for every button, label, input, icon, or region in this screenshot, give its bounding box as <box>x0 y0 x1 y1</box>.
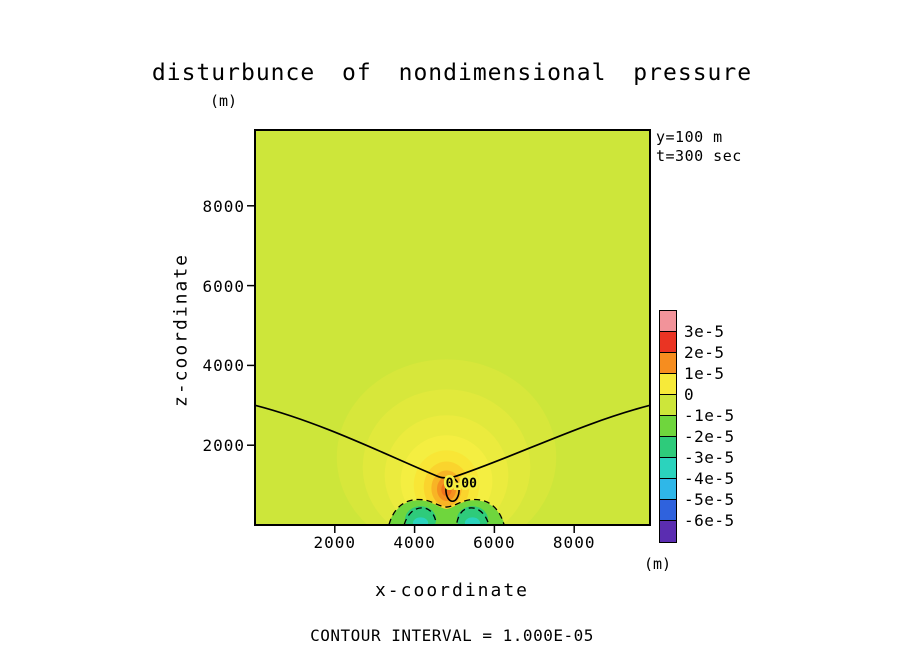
colorbar-label: 2e-5 <box>684 343 725 362</box>
colorbar-box <box>660 437 676 458</box>
contour-field: 0.00 <box>255 130 650 525</box>
annotation-time: t=300 sec <box>656 147 742 165</box>
negative-contour-line <box>456 507 490 525</box>
colorbar-label: -3e-5 <box>684 448 735 467</box>
colorbar-label: -5e-5 <box>684 490 735 509</box>
y-axis-units: (m) <box>210 92 238 110</box>
y-axis-label: z-coordinate <box>170 252 192 408</box>
colorbar-box <box>660 521 676 542</box>
y-tick-label: 2000 <box>202 436 245 456</box>
colorbar-box <box>660 416 676 437</box>
contour-interval-caption: CONTOUR INTERVAL = 1.000E-05 <box>310 626 594 645</box>
colorbar-label: 0 <box>684 385 695 404</box>
x-tick-label: 2000 <box>313 533 357 552</box>
x-tick-label: 6000 <box>473 533 516 552</box>
x-tick-label: 4000 <box>393 533 436 552</box>
colorbar-label: -2e-5 <box>684 427 735 446</box>
colorbar-label: -6e-5 <box>684 511 735 530</box>
colorbar-box <box>660 479 676 500</box>
colorbar-box <box>660 311 676 332</box>
x-axis-units: (m) <box>644 555 672 573</box>
negative-contour-line <box>388 498 505 525</box>
negative-anomaly-core <box>464 517 481 525</box>
colorbar-label: -1e-5 <box>684 406 735 425</box>
colorbar-label: 3e-5 <box>684 322 725 341</box>
x-axis-label: x-coordinate <box>374 580 530 601</box>
negative-contour-line <box>403 507 437 525</box>
page-title: disturbunce of nondimensional pressure <box>151 60 753 86</box>
y-tick-label: 4000 <box>202 356 245 376</box>
positive-contour-line <box>445 477 460 503</box>
colorbar-box <box>660 395 676 416</box>
x-tick-label: 8000 <box>552 533 596 552</box>
y-tick-label: 8000 <box>202 196 245 216</box>
y-tick-label: 6000 <box>202 276 245 296</box>
colorbar-label: -4e-5 <box>684 469 735 488</box>
colorbar-label: 1e-5 <box>684 364 725 383</box>
negative-anomaly-core <box>405 506 437 525</box>
colorbar-box <box>660 374 676 395</box>
colorbar-box <box>660 500 676 521</box>
zero-contour-label: 0.00 <box>446 476 477 491</box>
plot-frame <box>254 129 651 526</box>
annotation-y-height: y=100 m <box>656 128 723 146</box>
colorbar <box>659 310 677 543</box>
negative-anomaly-core <box>413 517 429 525</box>
colorbar-box <box>660 332 676 353</box>
colorbar-box <box>660 353 676 374</box>
colorbar-box <box>660 458 676 479</box>
zero-contour-line <box>255 404 650 479</box>
